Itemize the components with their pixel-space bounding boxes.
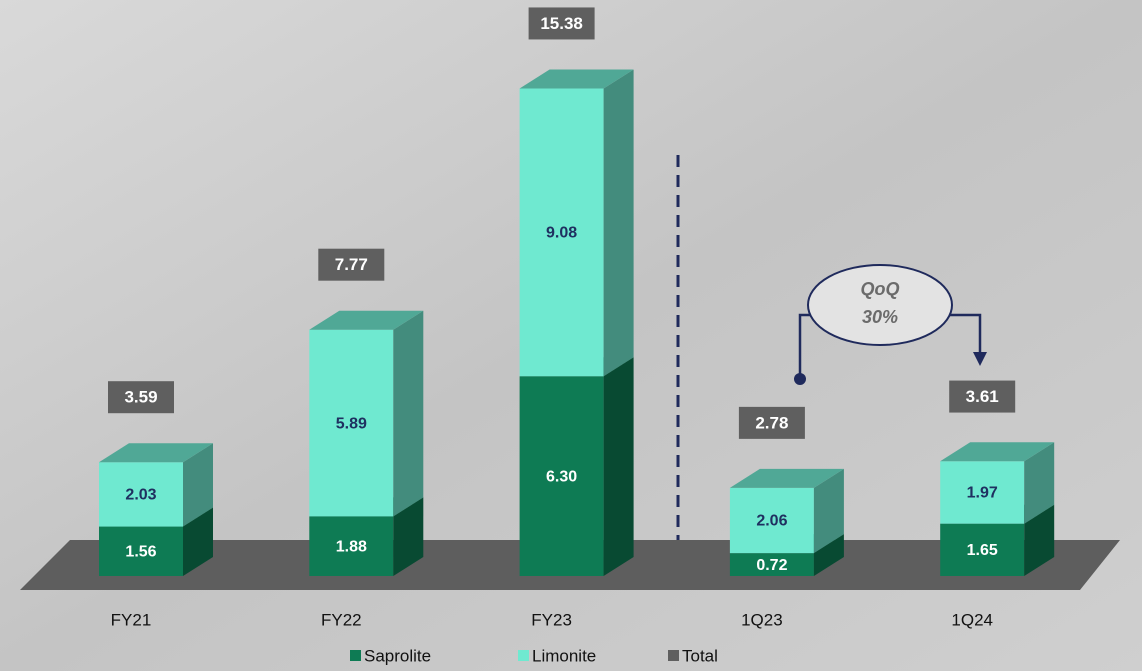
x-tick-label: FY21 (111, 610, 152, 629)
bar-segment (940, 523, 1025, 576)
bar-top (519, 69, 634, 89)
bar-side (1024, 504, 1055, 576)
data-label: 6.30 (546, 468, 577, 485)
data-label: 5.89 (336, 415, 367, 432)
bar-segment (940, 461, 1025, 524)
bar-segment (729, 487, 814, 554)
bar-side (813, 468, 844, 554)
annotation-title: QoQ (861, 279, 900, 299)
x-tick-label: FY22 (321, 610, 362, 629)
x-tick-label: 1Q24 (951, 610, 993, 629)
total-label: 3.61 (966, 387, 999, 406)
bar-side (603, 357, 634, 576)
bar-top (99, 443, 213, 463)
data-label: 2.03 (125, 487, 156, 504)
annotation-dot (794, 373, 806, 385)
data-label: 9.08 (546, 225, 577, 242)
legend-swatch (668, 650, 679, 661)
bar-segment (729, 553, 814, 576)
data-label: 1.88 (336, 538, 367, 555)
bar-side (813, 534, 844, 576)
total-label: 15.38 (540, 14, 583, 33)
total-box (108, 381, 174, 414)
total-label: 7.77 (335, 255, 368, 274)
bar-top (729, 468, 844, 488)
bar-top (309, 310, 424, 330)
x-tick-label: FY23 (531, 610, 572, 629)
bar-segment (309, 516, 394, 576)
bar-segment (309, 329, 394, 517)
legend-swatch (350, 650, 361, 661)
bar-side (393, 497, 424, 576)
bar-side (603, 69, 634, 377)
data-label: 1.56 (125, 543, 156, 560)
total-box (738, 406, 805, 439)
x-tick-label: 1Q23 (741, 610, 783, 629)
data-label: 1.65 (967, 542, 998, 559)
bar-side (183, 507, 213, 576)
legend-swatch (518, 650, 529, 661)
legend-label: Total (682, 646, 718, 665)
data-label: 1.97 (967, 485, 998, 502)
annotation-bubble (807, 264, 953, 346)
bar-segment (99, 462, 183, 527)
bar-segment (99, 526, 183, 576)
bar-segment (519, 88, 604, 377)
annotation-arrow (798, 313, 810, 378)
bar-side (393, 310, 424, 517)
bar-top (940, 442, 1055, 462)
data-label: 0.72 (756, 557, 787, 574)
bar-side (1024, 442, 1055, 524)
legend-label: Limonite (532, 646, 596, 665)
annotation-arrowhead (973, 352, 987, 366)
data-label: 2.06 (756, 513, 787, 530)
total-box (528, 7, 595, 40)
total-label: 2.78 (755, 413, 788, 432)
bar-segment (519, 376, 604, 576)
total-box (949, 380, 1016, 413)
annotation-text: 30% (862, 307, 898, 327)
total-label: 3.59 (124, 388, 157, 407)
legend-label: Saprolite (364, 646, 431, 665)
total-box (318, 248, 385, 281)
annotation-arrow (950, 313, 982, 355)
bar-side (183, 443, 213, 527)
